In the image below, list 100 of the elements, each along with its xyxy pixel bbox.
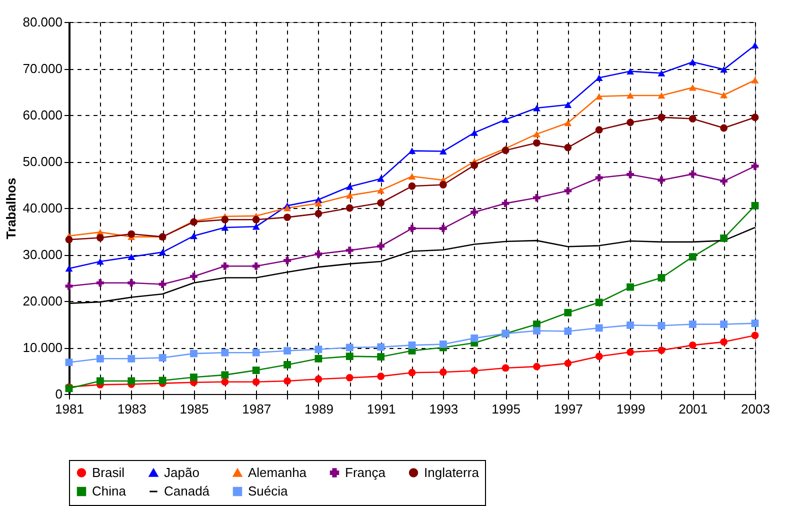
point <box>626 68 634 74</box>
x-tick-label: 2003 <box>741 402 770 416</box>
point <box>284 360 291 368</box>
point <box>751 76 759 84</box>
y-tick-label: 0 <box>55 386 62 402</box>
point <box>221 371 229 379</box>
point <box>377 372 385 380</box>
point <box>564 144 572 152</box>
y-tick-label: 70.000 <box>22 61 62 76</box>
legend-label: Alemanha <box>248 464 308 480</box>
point <box>439 224 447 232</box>
point <box>470 129 478 136</box>
point <box>221 216 229 224</box>
point <box>408 341 416 349</box>
point <box>533 104 540 112</box>
point <box>314 354 322 362</box>
x-tick-label: 1991 <box>366 402 396 416</box>
point <box>564 120 572 126</box>
point <box>158 280 166 288</box>
point <box>190 350 198 358</box>
point <box>158 354 166 362</box>
point <box>688 341 696 349</box>
point <box>377 353 385 361</box>
point <box>314 200 322 207</box>
point <box>751 320 759 328</box>
point <box>533 362 540 370</box>
point <box>158 376 166 384</box>
y-tick-label: 40.000 <box>22 200 62 216</box>
point <box>626 118 634 126</box>
point <box>377 187 385 194</box>
legend-label: Suécia <box>248 484 289 498</box>
point <box>470 208 478 216</box>
point <box>626 348 634 356</box>
point <box>284 347 291 354</box>
point <box>377 175 385 182</box>
point <box>720 124 728 132</box>
point <box>658 114 666 122</box>
point <box>533 130 540 138</box>
point <box>564 187 572 195</box>
point <box>595 298 603 306</box>
point <box>564 360 572 368</box>
point <box>128 377 136 385</box>
y-tick-label: 80.000 <box>22 14 62 30</box>
point <box>408 224 416 232</box>
point <box>96 377 104 385</box>
point <box>720 320 728 328</box>
point <box>314 210 322 218</box>
y-tick-label: 60.000 <box>22 108 62 122</box>
y-axis-title: Trabalhos <box>4 178 19 240</box>
x-tick-label: 1985 <box>180 402 209 416</box>
point <box>439 368 447 376</box>
point <box>65 282 73 290</box>
point <box>128 230 136 238</box>
point <box>65 236 73 244</box>
point <box>470 367 478 374</box>
x-tick-label: 1993 <box>429 402 458 416</box>
point <box>470 334 478 342</box>
point <box>533 327 540 334</box>
point <box>408 173 416 180</box>
point <box>751 42 759 48</box>
legend-label: França <box>345 464 386 480</box>
legend-label: China <box>92 484 127 498</box>
point <box>658 322 666 330</box>
x-tick-label: 1999 <box>616 402 646 416</box>
x-tick-label: 1995 <box>492 402 521 416</box>
point <box>314 375 322 383</box>
legend-label: Inglaterra <box>424 464 480 480</box>
point <box>439 181 447 188</box>
point <box>96 354 104 362</box>
y-tick-label: 50.000 <box>22 154 62 169</box>
point <box>346 204 354 212</box>
point <box>190 232 198 240</box>
point <box>346 374 354 382</box>
point <box>533 194 540 202</box>
point <box>128 254 136 260</box>
point <box>346 183 354 190</box>
point <box>720 338 728 346</box>
point <box>751 114 759 122</box>
point <box>408 148 416 154</box>
point <box>96 234 104 242</box>
point <box>658 346 666 354</box>
point <box>751 202 759 210</box>
point <box>314 250 322 258</box>
point <box>221 224 229 231</box>
point <box>221 378 229 386</box>
point <box>346 246 354 254</box>
x-tick-label: 1987 <box>242 402 272 416</box>
point <box>190 272 198 280</box>
point <box>221 262 229 270</box>
point <box>158 248 166 256</box>
point <box>252 348 260 356</box>
y-tick-label: 10.000 <box>22 340 62 355</box>
point <box>252 223 260 230</box>
point <box>751 332 759 340</box>
point <box>346 352 354 360</box>
point <box>502 200 510 208</box>
point <box>284 214 291 221</box>
point <box>626 283 634 291</box>
point <box>751 162 759 170</box>
point <box>502 364 510 372</box>
